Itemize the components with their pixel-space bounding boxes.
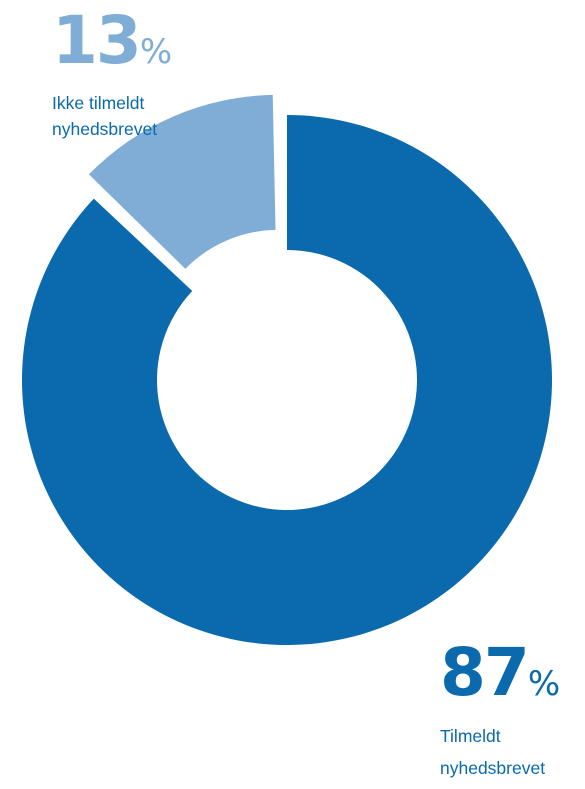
value-not-subscribed: 13% — [52, 8, 172, 74]
caption-line-2: nyhedsbrevet — [52, 119, 158, 139]
percent-sign-not-subscribed: % — [139, 32, 173, 72]
slice-not-subscribed — [88, 94, 276, 269]
caption-subscribed: Tilmeldt nyhedsbrevet — [440, 720, 560, 784]
slice-subscribed — [22, 115, 553, 645]
label-not-subscribed: 13% Ikke tilmeldt nyhedsbrevet — [52, 8, 172, 142]
percent-number-not-subscribed: 13 — [52, 2, 142, 79]
value-subscribed: 87% — [440, 640, 560, 706]
caption-line-1: Ikke tilmeldt — [52, 93, 145, 113]
caption-line-1: Tilmeldt — [440, 726, 501, 746]
percent-sign-subscribed: % — [527, 664, 561, 704]
label-subscribed: 87% Tilmeldt nyhedsbrevet — [440, 640, 560, 784]
caption-line-2: nyhedsbrevet — [440, 758, 546, 778]
caption-not-subscribed: Ikke tilmeldt nyhedsbrevet — [52, 90, 172, 142]
percent-number-subscribed: 87 — [440, 634, 530, 711]
